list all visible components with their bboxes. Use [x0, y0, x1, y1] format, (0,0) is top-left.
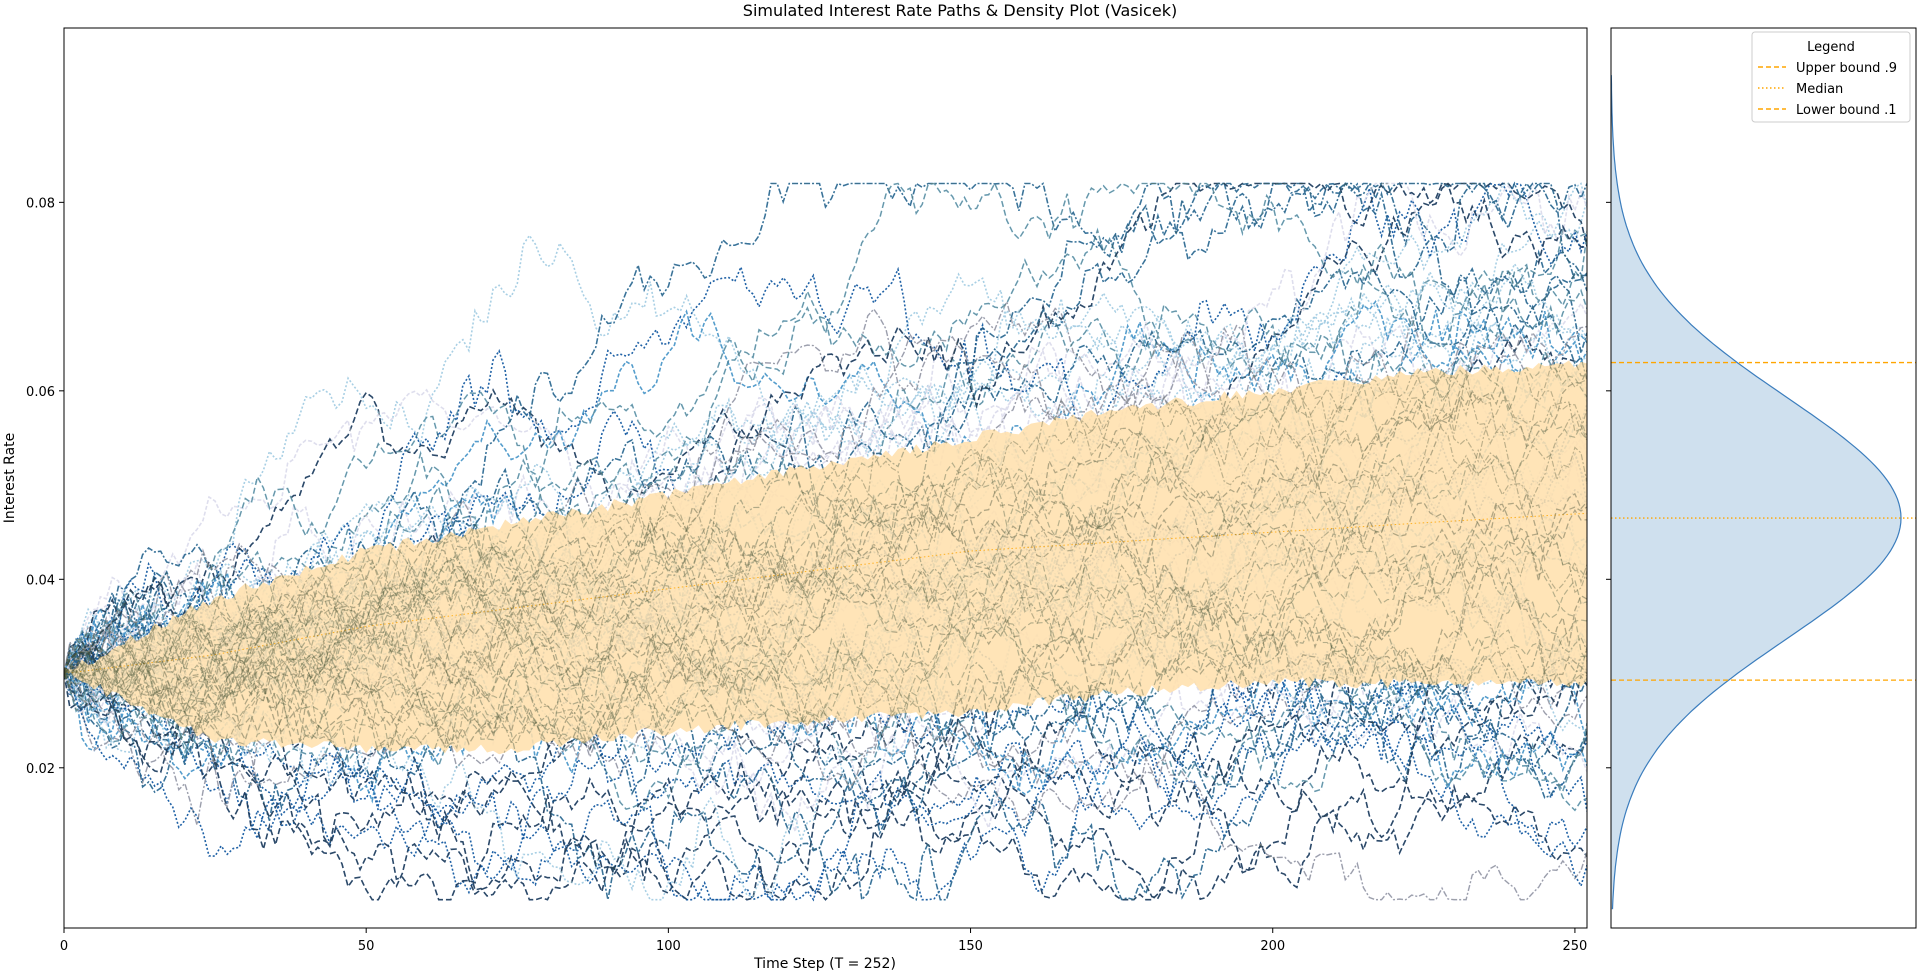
rate-path-24	[64, 301, 1587, 718]
rate-path-59	[64, 268, 1587, 678]
x-axis: 0 50 100 150 200 250	[60, 928, 1587, 954]
rate-path-overlay-47	[64, 644, 1587, 901]
legend-lower-label: Lower bound .1	[1796, 103, 1897, 118]
rate-path-overlay-79	[64, 333, 1587, 756]
x-tick-label-2: 100	[656, 939, 681, 954]
rate-path-overlay-81	[64, 503, 1587, 901]
rate-path-overlay-53	[64, 306, 1587, 691]
y-tick-label-1: 0.04	[26, 573, 55, 588]
density-curve	[1611, 75, 1902, 910]
rate-path-33	[64, 631, 1587, 901]
rate-path-overlay-3	[64, 579, 1587, 835]
rate-path-79	[64, 332, 1587, 756]
legend-median-label: Median	[1796, 82, 1843, 97]
rate-path-overlay-9	[64, 559, 1587, 734]
rate-path-75	[64, 182, 1587, 675]
density-y-ticks	[1606, 201, 1611, 769]
y-tick-label-3: 0.08	[26, 196, 55, 211]
rate-path-57	[64, 564, 1587, 901]
rate-path-overlay-43	[64, 273, 1587, 694]
rate-path-overlay-63	[64, 331, 1587, 808]
median-line	[64, 512, 1587, 674]
rate-path-overlay-83	[64, 182, 1587, 694]
rate-path-overlay-87	[64, 324, 1587, 674]
x-tick-label-4: 200	[1260, 939, 1285, 954]
rate-path-66	[64, 182, 1587, 707]
legend-upper-label: Upper bound .9	[1796, 61, 1897, 76]
main-plot-area: 0 50 100 150 200 250 0.02 0.04 0.06 0.08	[26, 27, 1588, 954]
rate-path-overlay-55	[64, 543, 1587, 786]
density-layer	[1611, 70, 1916, 910]
rate-path-65	[64, 667, 1587, 901]
main-plot-frame	[63, 27, 1588, 929]
rate-path-overlay-29	[64, 228, 1587, 675]
rate-path-overlay-39	[64, 644, 1587, 785]
rate-path-overlay-85	[64, 455, 1587, 766]
rate-path-overlay-1	[64, 663, 1587, 901]
rate-path-overlay-59	[64, 268, 1587, 678]
legend-box	[1751, 31, 1911, 123]
rate-path-overlay-73	[64, 182, 1587, 717]
rate-path-46	[64, 182, 1587, 685]
x-tick-label-3: 150	[958, 939, 983, 954]
legend-title: Legend	[1807, 40, 1855, 55]
rate-path-overlay-61	[64, 524, 1587, 755]
x-axis-label: Time Step (T = 252)	[753, 956, 896, 972]
rate-path-overlay-31	[64, 331, 1587, 826]
rate-path-overlay-49	[64, 427, 1587, 749]
rate-path-81	[64, 503, 1587, 901]
rate-path-overlay-69	[64, 606, 1587, 812]
rate-path-overlay-15	[64, 300, 1587, 677]
density-plot-frame	[1610, 27, 1917, 929]
rate-path-overlay-33	[64, 632, 1587, 900]
x-tick-label-5: 250	[1562, 939, 1587, 954]
rate-path-overlay-89	[64, 492, 1587, 747]
rate-path-67	[64, 580, 1587, 902]
rate-path-18	[64, 671, 1587, 902]
overlay-paths-layer	[64, 182, 1587, 901]
rate-path-overlay-41	[64, 182, 1587, 676]
rate-path-overlay-21	[64, 411, 1587, 742]
rate-path-overlay-65	[64, 668, 1587, 901]
rate-path-overlay-11	[64, 182, 1587, 674]
rate-path-overlay-5	[64, 234, 1587, 739]
rate-path-16	[64, 473, 1587, 773]
legend: Legend Upper bound .9 Median Lower bound…	[1751, 31, 1911, 123]
rate-path-overlay-17	[64, 369, 1587, 691]
rate-path-overlay-13	[64, 619, 1587, 792]
rate-path-overlay-35	[64, 553, 1587, 793]
rate-path-10	[64, 668, 1587, 895]
x-tick-label-1: 50	[358, 939, 375, 954]
rate-path-overlay-37	[64, 577, 1587, 793]
chart-title: Simulated Interest Rate Paths & Density …	[743, 1, 1177, 20]
rate-path-overlay-25	[64, 334, 1587, 763]
rate-path-overlay-77	[64, 182, 1587, 715]
rate-path-overlay-57	[64, 565, 1587, 901]
density-fill	[1611, 70, 1901, 910]
rate-path-overlay-23	[64, 315, 1587, 741]
rate-path-1	[64, 662, 1587, 901]
density-plot-area	[1606, 27, 1917, 929]
y-axis-label: Interest Rate	[2, 433, 18, 524]
x-tick-label-0: 0	[60, 939, 68, 954]
confidence-band	[64, 360, 1587, 755]
y-tick-label-0: 0.02	[26, 762, 55, 777]
rate-path-overlay-75	[64, 182, 1587, 674]
rate-path-overlay-19	[64, 250, 1587, 765]
rate-path-54	[64, 262, 1587, 737]
rate-path-77	[64, 181, 1587, 715]
rate-path-overlay-67	[64, 581, 1587, 901]
band-layer	[64, 360, 1587, 755]
rate-path-70	[64, 283, 1587, 700]
rate-path-overlay-71	[64, 396, 1587, 713]
rate-path-overlay-7	[64, 450, 1587, 729]
y-tick-label-2: 0.06	[26, 385, 55, 400]
rate-path-overlay-51	[64, 523, 1587, 801]
y-axis: 0.02 0.04 0.06 0.08	[26, 196, 64, 777]
rate-path-overlay-27	[64, 566, 1587, 900]
